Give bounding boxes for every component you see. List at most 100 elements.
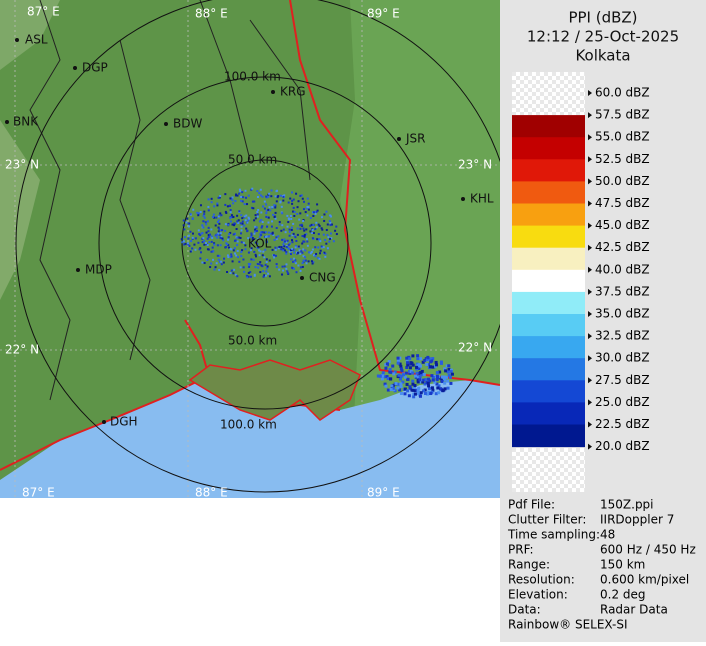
echo-pixel	[199, 204, 202, 207]
echo-pixel	[293, 210, 296, 213]
echo-pixel	[423, 388, 427, 392]
echo-pixel	[265, 195, 268, 198]
echo-pixel	[201, 261, 204, 264]
info-value: 600 Hz / 450 Hz	[600, 543, 696, 557]
echo-pixel	[256, 211, 259, 214]
info-value: 150 km	[600, 558, 645, 572]
echo-pixel	[295, 271, 298, 274]
echo-pixel	[302, 200, 305, 203]
echo-pixel	[309, 224, 312, 227]
echo-pixel	[389, 377, 393, 381]
echo-pixel	[232, 272, 235, 275]
echo-pixel	[399, 382, 403, 386]
echo-pixel	[229, 204, 232, 207]
echo-pixel	[315, 252, 318, 255]
legend-arrow	[588, 288, 592, 295]
echo-pixel	[413, 384, 417, 388]
echo-pixel	[265, 241, 268, 244]
echo-pixel	[187, 234, 190, 237]
echo-pixel	[427, 384, 431, 388]
echo-pixel	[232, 249, 235, 252]
echo-pixel	[327, 236, 330, 239]
footer: Rainbow® SELEX-SI	[508, 618, 628, 632]
echo-pixel	[445, 375, 449, 379]
echo-pixel	[207, 234, 210, 237]
legend-swatch	[512, 203, 585, 227]
legend-swatch	[512, 291, 585, 315]
echo-pixel	[253, 200, 256, 203]
legend-label: 60.0 dBZ	[595, 86, 650, 100]
echo-pixel	[214, 266, 217, 269]
echo-pixel	[281, 265, 284, 268]
echo-pixel	[210, 197, 213, 200]
echo-pixel	[245, 227, 248, 230]
echo-pixel	[438, 370, 442, 374]
echo-pixel	[297, 264, 300, 267]
echo-pixel	[278, 268, 281, 271]
echo-pixel	[288, 242, 291, 245]
echo-pixel	[258, 220, 261, 223]
echo-pixel	[257, 246, 260, 249]
echo-pixel	[240, 232, 243, 235]
place-label: JSR	[405, 132, 426, 146]
echo-pixel	[292, 232, 295, 235]
echo-pixel	[408, 385, 412, 389]
echo-pixel	[247, 216, 250, 219]
echo-pixel	[206, 237, 209, 240]
map: ASL DGP KRG BDW BNK JSR KHL MDP CNG DGH …	[0, 0, 515, 500]
echo-pixel	[271, 205, 274, 208]
district-boundaries	[29, 0, 311, 401]
echo-pixel	[435, 363, 439, 367]
echo-pixel	[326, 234, 329, 237]
echo-pixel	[275, 263, 278, 266]
echo-pixel	[320, 216, 323, 219]
echo-pixel	[448, 375, 452, 379]
echo-pixel	[217, 232, 220, 235]
echo-pixel	[267, 235, 270, 238]
echo-pixel	[280, 246, 283, 249]
echo-pixel	[291, 241, 294, 244]
echo-pixel	[188, 244, 191, 247]
legend-arrow	[588, 311, 592, 317]
echo-pixel	[216, 204, 219, 207]
echo-pixel	[284, 240, 287, 243]
echo-pixel	[203, 213, 206, 216]
echo-pixel	[202, 226, 205, 229]
echo-pixel	[183, 243, 186, 246]
echo-pixel	[264, 231, 267, 234]
echo-pixel	[275, 189, 278, 192]
echo-pixel	[303, 235, 306, 238]
echo-pixel	[329, 232, 332, 235]
info-key: Elevation:	[508, 588, 568, 602]
echo-pixel	[250, 232, 253, 235]
echo-pixel	[275, 236, 278, 239]
echo-pixel	[249, 236, 252, 239]
echo-pixel	[253, 232, 256, 235]
echo-pixel	[294, 245, 297, 248]
echo-pixel	[446, 370, 450, 374]
echo-pixel	[287, 217, 290, 220]
echo-pixel	[254, 266, 257, 269]
echo-pixel	[408, 362, 412, 366]
echo-pixel	[280, 205, 283, 208]
place-label: BDW	[173, 117, 202, 131]
echo-pixel	[250, 242, 253, 245]
range-label: 50.0 km	[228, 334, 277, 348]
echo-pixel	[213, 268, 216, 271]
echo-pixel	[229, 231, 232, 234]
echo-pixel	[267, 272, 270, 275]
echo-pixel	[249, 263, 252, 266]
echo-pixel	[283, 249, 286, 252]
echo-pixel	[299, 269, 302, 272]
echo-pixel	[419, 391, 423, 395]
echo-pixel	[241, 191, 244, 194]
echo-pixel	[292, 267, 295, 270]
grid-label: 89° E	[367, 486, 400, 500]
echo-pixel	[319, 249, 322, 252]
echo-pixel	[286, 272, 289, 275]
echo-pixel	[291, 234, 294, 237]
echo-pixel	[258, 235, 261, 238]
place-label: ASL	[25, 33, 48, 47]
echo-pixel	[309, 230, 312, 233]
echo-pixel	[329, 237, 332, 240]
